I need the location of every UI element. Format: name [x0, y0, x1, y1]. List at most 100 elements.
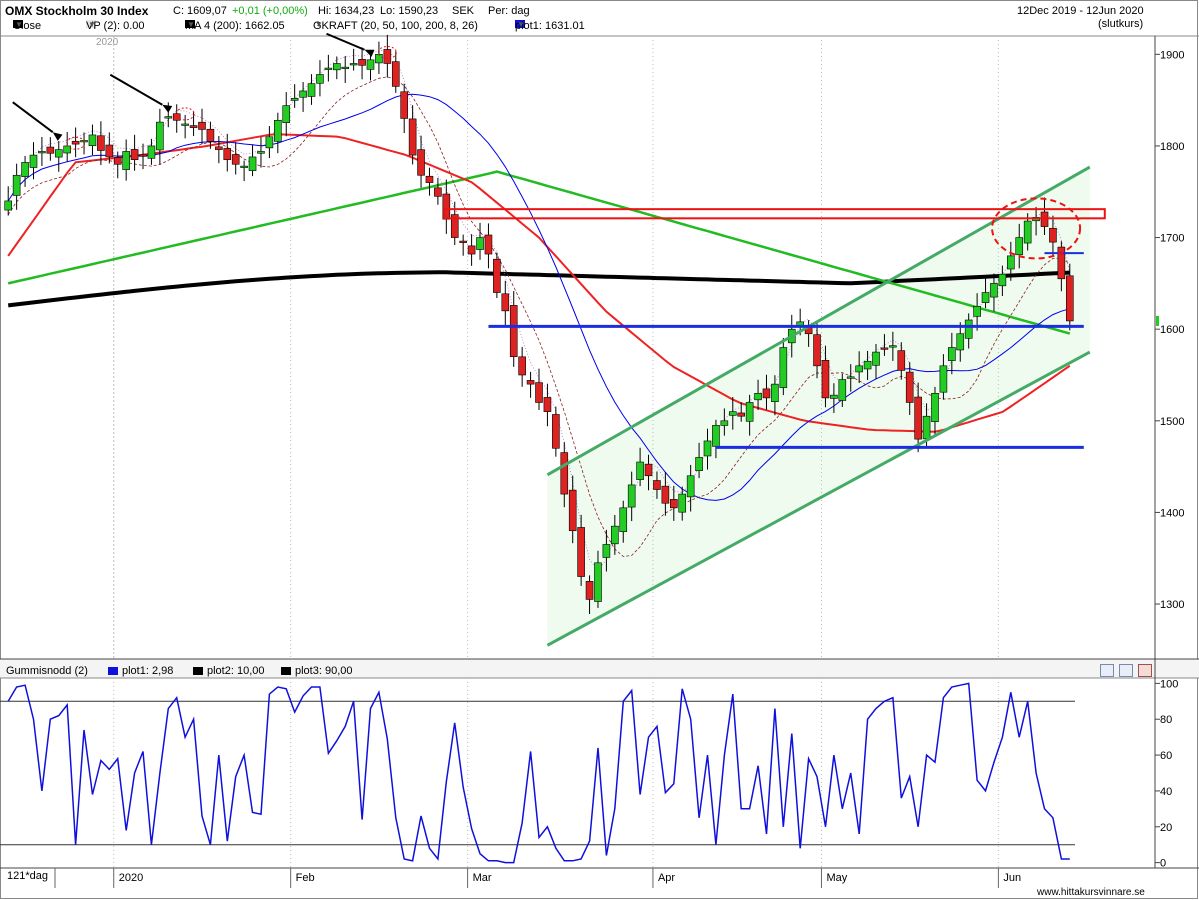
plot1-swatch — [108, 667, 118, 675]
price-tick-label: 1900 — [1160, 49, 1184, 61]
candle-body — [568, 489, 577, 532]
year-label: 2020 — [96, 37, 119, 48]
oscillator-line — [7, 682, 1070, 864]
candle-body — [644, 463, 653, 477]
candle-body — [467, 245, 476, 255]
candle-body — [855, 365, 863, 373]
arrow-head — [162, 104, 173, 113]
candle-body — [686, 475, 695, 498]
candle-body — [728, 411, 737, 416]
price-tick-label: 1400 — [1160, 507, 1184, 519]
candle-body — [349, 63, 358, 66]
candle-body — [4, 200, 13, 211]
ma-red-line — [7, 133, 1071, 433]
chevron-down-icon: ▼ — [187, 20, 195, 29]
candle-body — [577, 527, 585, 577]
plot3-swatch — [281, 667, 291, 675]
candle-body — [434, 187, 442, 197]
chevron-down-icon: ▼ — [15, 20, 23, 29]
candle-body — [602, 544, 611, 558]
candle-body — [939, 365, 948, 393]
osc-tick-label: 40 — [1160, 786, 1172, 798]
candle-body — [636, 461, 644, 480]
candle-body — [172, 113, 181, 121]
candle-body — [552, 414, 560, 449]
candle-body — [164, 116, 173, 119]
candle-body — [653, 480, 661, 490]
candle-body — [771, 383, 779, 402]
ma-blue-line — [7, 93, 1070, 501]
arrow-line — [326, 32, 365, 51]
candle-body — [1065, 275, 1074, 322]
candle-body — [779, 347, 788, 388]
candle-body — [1023, 220, 1032, 244]
period: Per: dag — [488, 5, 530, 17]
currency: SEK — [452, 5, 475, 17]
candle-body — [964, 319, 973, 339]
candle-body — [54, 149, 63, 158]
price-tick-label: 1800 — [1160, 141, 1184, 153]
candle-body — [931, 393, 939, 422]
candle-body — [282, 105, 291, 123]
last-close-marker — [1156, 315, 1159, 326]
candle-body — [998, 273, 1007, 287]
candle-body — [425, 175, 434, 183]
price-tick-label: 1300 — [1160, 599, 1184, 611]
settings-icon[interactable] — [1119, 664, 1133, 677]
candle-body — [139, 154, 147, 157]
properties-icon[interactable] — [1100, 664, 1114, 677]
candle-body — [712, 425, 720, 447]
candle-body — [38, 151, 46, 154]
peak-marker-ellipse — [175, 107, 195, 121]
oscillator-plot2[interactable]: plot2: 10,00 — [193, 665, 265, 677]
candle-body — [189, 125, 198, 128]
arrow-line — [109, 73, 163, 106]
candle-body — [493, 258, 501, 293]
change-value: +0,01 (+0,00%) — [232, 5, 308, 17]
candle-body — [518, 356, 526, 376]
candle-body — [122, 151, 130, 170]
candle-body — [1015, 237, 1024, 256]
candle-body — [560, 452, 569, 495]
candle-body — [459, 240, 467, 243]
arrow-head — [52, 132, 63, 141]
candle-body — [1049, 227, 1057, 243]
price-tick-label: 1600 — [1160, 324, 1184, 336]
ma-black-line — [7, 270, 1070, 308]
oscillator-plot3[interactable]: plot3: 90,00 — [281, 665, 353, 677]
candle-body — [417, 149, 425, 176]
bar-count: 121*dag — [7, 870, 48, 882]
candle-body — [948, 347, 956, 361]
price-type: (slutkurs) — [1098, 18, 1144, 30]
price-tick-label: 1700 — [1160, 233, 1184, 245]
high-value: Hi: 1634,23 — [318, 5, 375, 17]
candle-body — [813, 334, 821, 367]
price-tick-label: 1500 — [1160, 416, 1184, 428]
candle-body — [872, 351, 880, 366]
candle-body — [21, 162, 29, 177]
candle-body — [130, 149, 139, 160]
candle-body — [838, 379, 847, 401]
candle-body — [956, 333, 965, 351]
candle-body — [358, 59, 366, 66]
candle-body — [206, 128, 215, 142]
candle-body — [905, 371, 914, 403]
candle-body — [863, 360, 872, 370]
osc-tick-label: 80 — [1160, 714, 1172, 726]
ma-swatch — [185, 20, 195, 28]
candle-body — [46, 146, 55, 154]
low-value: Lo: 1590,23 — [380, 5, 439, 17]
candle-body — [762, 388, 771, 399]
oscillator-plot1[interactable]: plot1: 2,98 — [108, 665, 173, 677]
candle-body — [240, 165, 248, 168]
candle-body — [670, 499, 678, 509]
candle-body — [745, 402, 754, 422]
candle-body — [526, 380, 535, 385]
candle-body — [737, 412, 746, 417]
osc-tick-label: 60 — [1160, 750, 1172, 762]
close-icon[interactable] — [1138, 664, 1152, 677]
chart-title: OMX Stockholm 30 Index — [5, 4, 149, 18]
month-label: Jun — [1003, 872, 1021, 884]
